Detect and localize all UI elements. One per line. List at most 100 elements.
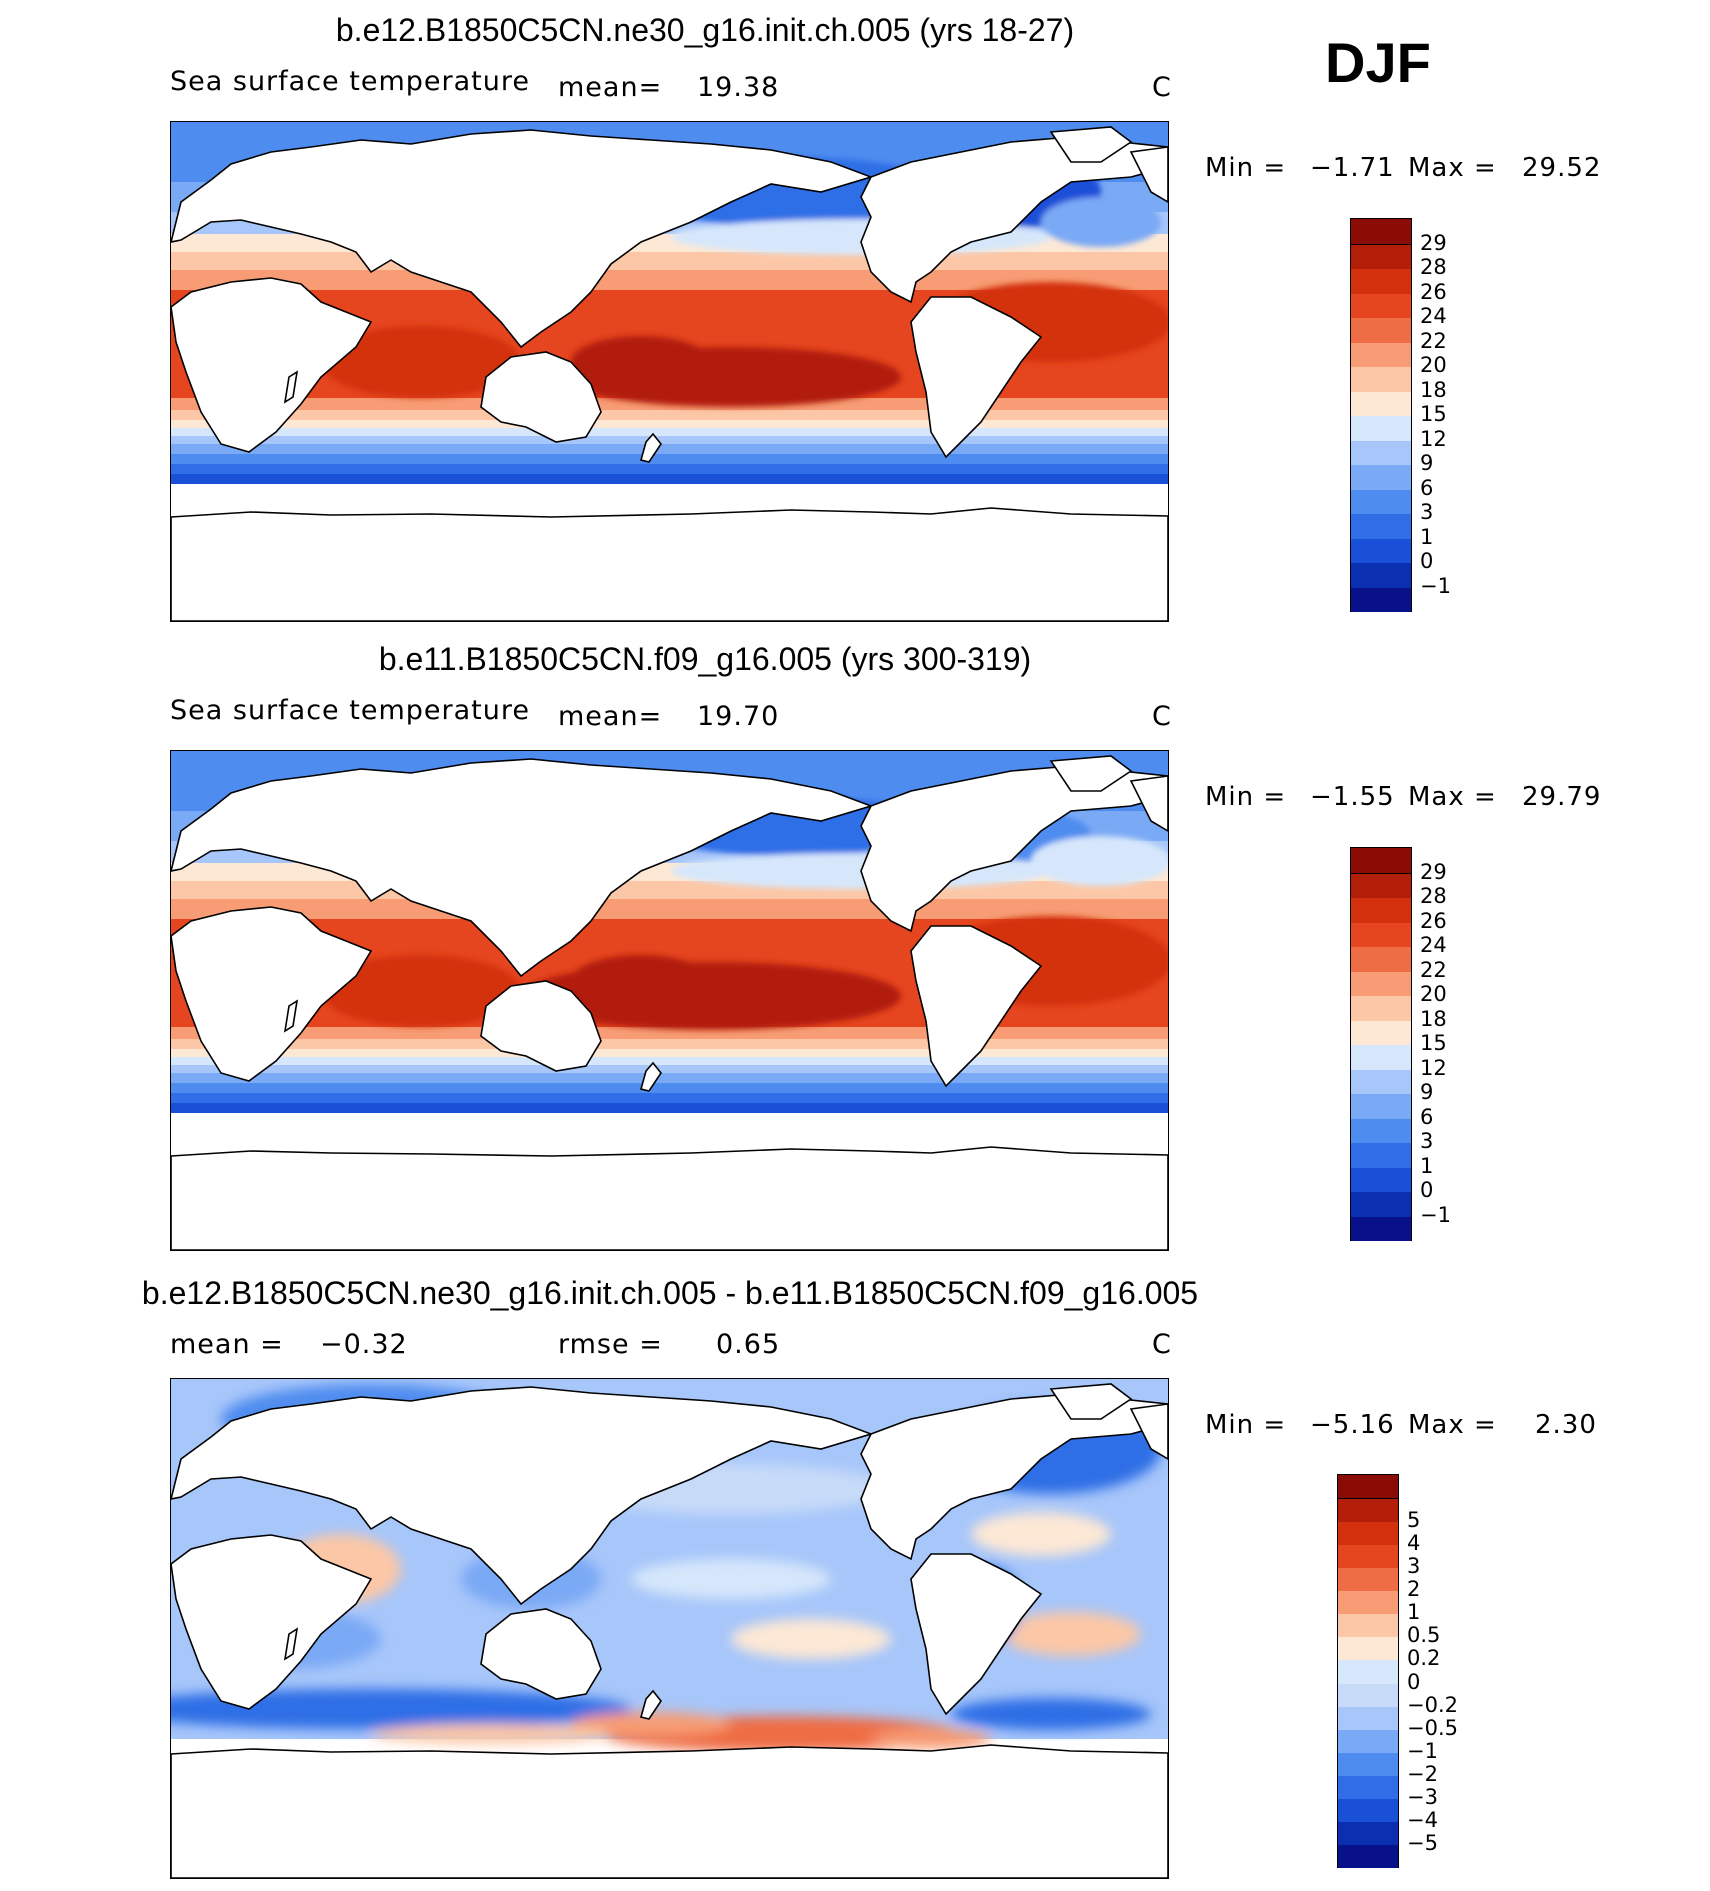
colorbar-tick-label: 9 bbox=[1420, 451, 1434, 475]
colorbar-tick-label: −1 bbox=[1407, 1738, 1438, 1763]
colorbar-swatch bbox=[1338, 1521, 1398, 1546]
colorbar-tick-label: 20 bbox=[1420, 353, 1447, 377]
colorbar-swatch bbox=[1351, 921, 1411, 947]
colorbar-swatch bbox=[1351, 219, 1411, 244]
panel-2-mean-label: mean= bbox=[558, 701, 663, 732]
panel-2-landmasses bbox=[171, 755, 1168, 1250]
panel-3-title: b.e12.B1850C5CN.ne30_g16.init.ch.005 - b… bbox=[141, 1275, 1199, 1311]
colorbar-swatch bbox=[1351, 562, 1411, 588]
colorbar-tick-label: 4 bbox=[1407, 1531, 1421, 1556]
colorbar-tick-label: 24 bbox=[1420, 933, 1447, 957]
colorbar-tick-label: 24 bbox=[1420, 304, 1447, 328]
colorbar-tick-label: 2 bbox=[1407, 1577, 1421, 1602]
colorbar-tick-label: 29 bbox=[1420, 230, 1447, 255]
colorbar-swatch bbox=[1351, 1166, 1411, 1192]
colorbar-swatch bbox=[1351, 897, 1411, 923]
season-label: DJF bbox=[1325, 31, 1431, 94]
panel-3-max-label: Max = bbox=[1408, 1410, 1497, 1440]
colorbar-swatch bbox=[1338, 1705, 1398, 1730]
colorbar-tick-label: 26 bbox=[1420, 279, 1447, 304]
panel-1-min-value: −1.71 bbox=[1310, 153, 1395, 183]
panel-2-max-value: 29.79 bbox=[1522, 782, 1602, 812]
panel-1-variable: Sea surface temperature bbox=[170, 66, 530, 97]
panel-2-max-label: Max = bbox=[1408, 782, 1497, 812]
panel-3-max-value: 2.30 bbox=[1535, 1410, 1597, 1440]
panel-2-variable: Sea surface temperature bbox=[170, 695, 530, 726]
colorbar-swatch bbox=[1351, 1191, 1411, 1217]
panel-1-max-label: Max = bbox=[1408, 153, 1497, 183]
colorbar-tick-label: 0 bbox=[1420, 549, 1434, 573]
panel-2-min-label: Min = bbox=[1205, 782, 1287, 812]
colorbar-swatch bbox=[1351, 488, 1411, 514]
colorbar-tick-label: −1 bbox=[1420, 573, 1451, 598]
colorbar-tick-label: −2 bbox=[1407, 1761, 1438, 1786]
colorbar-tick-label: 26 bbox=[1420, 908, 1447, 933]
colorbar-swatch bbox=[1351, 1093, 1411, 1119]
colorbar-swatch bbox=[1338, 1751, 1398, 1776]
colorbar-swatch bbox=[1351, 317, 1411, 343]
colorbar-swatch bbox=[1338, 1820, 1398, 1845]
colorbar-swatch bbox=[1351, 1215, 1411, 1241]
colorbar-swatch bbox=[1351, 872, 1411, 898]
colorbar-tick-label: −3 bbox=[1407, 1784, 1438, 1809]
colorbar-swatch bbox=[1338, 1475, 1398, 1499]
panel-3-mean-value: −0.32 bbox=[320, 1329, 408, 1360]
panel-1-mean-value: 19.38 bbox=[697, 72, 780, 103]
colorbar-swatch bbox=[1351, 1142, 1411, 1168]
colorbar-tick-label: −0.5 bbox=[1407, 1715, 1458, 1740]
panel-2-map bbox=[170, 750, 1169, 1251]
colorbar-tick-label: 15 bbox=[1420, 402, 1447, 426]
panel-1-max-value: 29.52 bbox=[1522, 153, 1602, 183]
colorbar-swatch bbox=[1351, 292, 1411, 318]
colorbar-swatch bbox=[1338, 1728, 1398, 1753]
panel-1-min-label: Min = bbox=[1205, 153, 1287, 183]
panel-1-mean-label: mean= bbox=[558, 72, 663, 103]
colorbar-swatch bbox=[1338, 1498, 1398, 1523]
colorbar-swatch bbox=[1351, 537, 1411, 563]
colorbar-tick-label: 29 bbox=[1420, 859, 1447, 884]
colorbar-swatch bbox=[1338, 1682, 1398, 1707]
colorbar-swatch bbox=[1351, 1019, 1411, 1045]
colorbar-tick-label: 3 bbox=[1420, 500, 1434, 524]
panel-3-mean-label: mean = bbox=[170, 1329, 284, 1360]
panel-3-units: C bbox=[1152, 1329, 1172, 1360]
colorbar-swatch bbox=[1351, 390, 1411, 416]
panel-3-landmasses bbox=[171, 1383, 1168, 1878]
colorbar-block bbox=[1350, 218, 1412, 612]
colorbar-swatch bbox=[1338, 1843, 1398, 1868]
colorbar-swatch bbox=[1351, 415, 1411, 441]
colorbar-swatch bbox=[1338, 1636, 1398, 1661]
colorbar-tick-label: 18 bbox=[1420, 1006, 1447, 1031]
colorbar-swatch bbox=[1351, 513, 1411, 539]
colorbar-swatch bbox=[1338, 1797, 1398, 1822]
colorbar-tick-label: 6 bbox=[1420, 475, 1434, 500]
colorbar-swatch bbox=[1351, 243, 1411, 269]
colorbar-tick-label: 5 bbox=[1407, 1508, 1421, 1533]
colorbar-tick-label: 12 bbox=[1420, 426, 1447, 451]
colorbar-tick-label: 20 bbox=[1420, 982, 1447, 1006]
colorbar-swatch bbox=[1338, 1567, 1398, 1592]
colorbar-tick-label: 28 bbox=[1420, 255, 1447, 279]
colorbar-swatch bbox=[1351, 366, 1411, 392]
colorbar-tick-label: −1 bbox=[1420, 1202, 1451, 1227]
panel-3-colorbar: −5 −4 −3 −2 −1 −0.5 −0.2 0 0.2 0.5 1 2 3 4 5 bbox=[1337, 1474, 1458, 1868]
panel-2-colorbar: −1 0 1 3 6 9 12 15 18 20 22 24 26 28 29 bbox=[1350, 847, 1451, 1241]
colorbar-block bbox=[1350, 847, 1412, 1241]
panel-1-title: b.e12.B1850C5CN.ne30_g16.init.ch.005 (yr… bbox=[335, 12, 1075, 48]
colorbar-tick-label: 0.5 bbox=[1407, 1623, 1441, 1648]
colorbar-tick-label: 0.2 bbox=[1407, 1646, 1441, 1671]
colorbar-swatch bbox=[1338, 1544, 1398, 1569]
colorbar-swatch bbox=[1351, 268, 1411, 294]
panel-2-min-value: −1.55 bbox=[1310, 782, 1395, 812]
colorbar-tick-label: 0 bbox=[1420, 1178, 1434, 1202]
colorbar-tick-label: 12 bbox=[1420, 1055, 1447, 1080]
colorbar-swatch bbox=[1338, 1774, 1398, 1799]
colorbar-swatch bbox=[1351, 995, 1411, 1021]
colorbar-swatch bbox=[1351, 341, 1411, 367]
colorbar-swatch bbox=[1351, 946, 1411, 972]
panel-1-map bbox=[170, 121, 1169, 622]
colorbar-swatch bbox=[1351, 464, 1411, 490]
panel-2-units: C bbox=[1152, 701, 1172, 732]
panel-1-landmasses bbox=[171, 126, 1168, 621]
colorbar-swatch bbox=[1351, 1068, 1411, 1094]
